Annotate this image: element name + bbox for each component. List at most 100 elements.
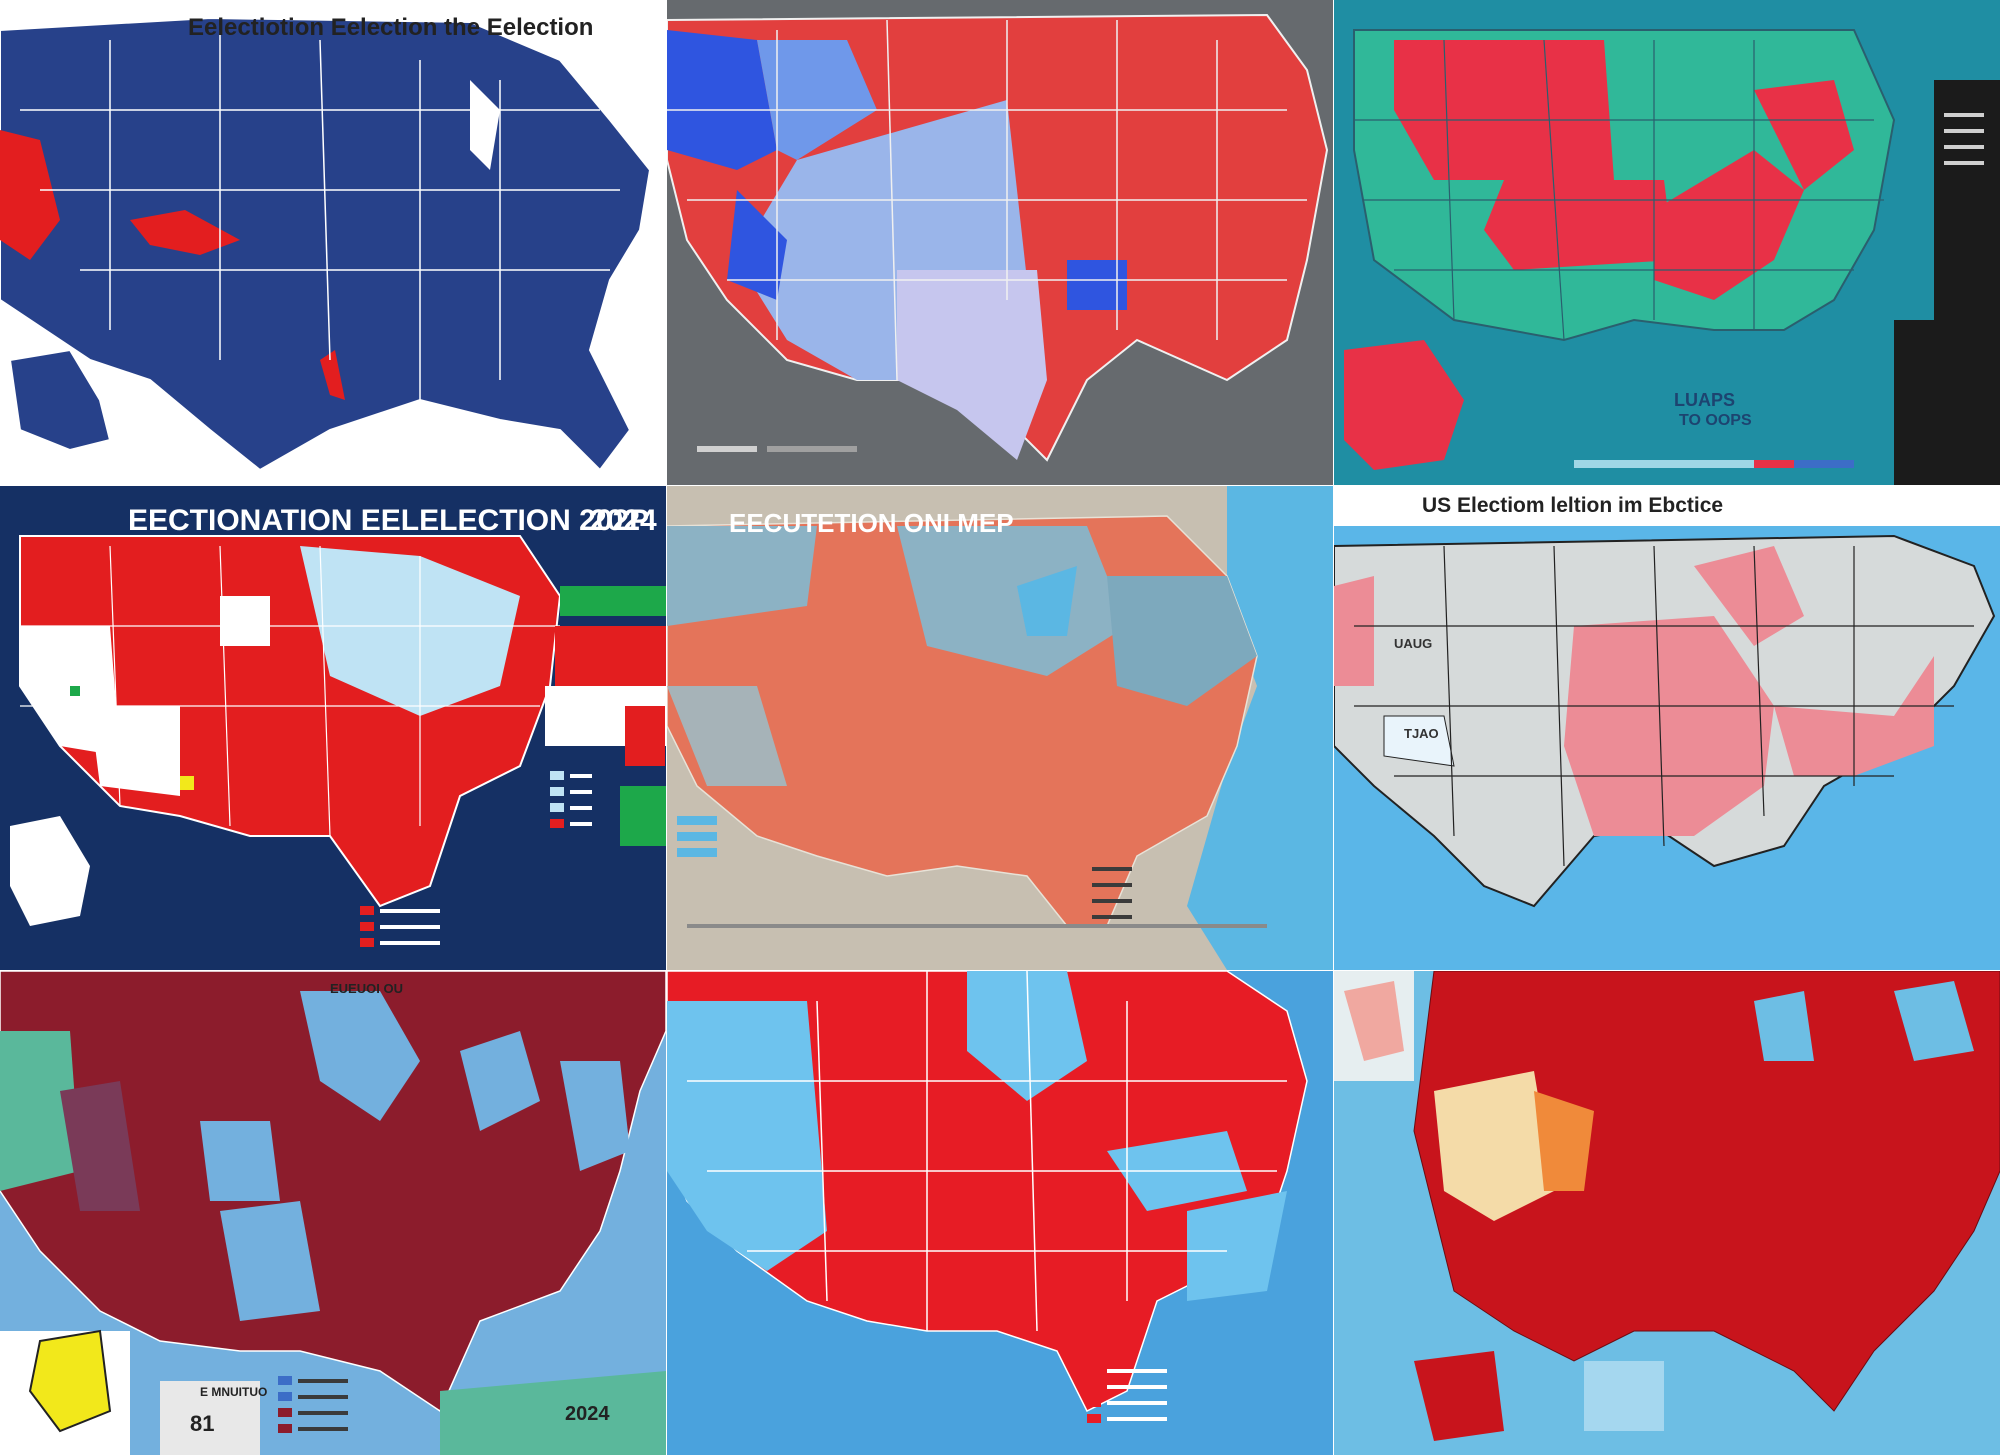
election-map-tile-2 xyxy=(667,0,1333,485)
state-red-central xyxy=(130,210,240,255)
region-pink-south xyxy=(1564,616,1774,836)
legend-rows-right xyxy=(1072,864,1132,928)
state-blue-northwest xyxy=(667,30,777,170)
region-teal-north xyxy=(897,526,1127,676)
region-purple-west xyxy=(60,1081,140,1211)
us-map-grey-pink xyxy=(1334,486,2000,908)
state-yellow xyxy=(180,776,194,790)
us-map-red-lightblue xyxy=(667,971,1308,1413)
lakes-north xyxy=(1754,991,1814,1061)
state-red-north xyxy=(1394,40,1614,180)
title-band xyxy=(1334,486,2000,526)
legend-rows xyxy=(550,771,592,835)
mainland-shape xyxy=(1413,971,2000,1412)
region-lightblue-west xyxy=(667,1001,827,1271)
side-panel-text-rows xyxy=(1944,110,1984,174)
state-blue-nevada xyxy=(727,190,787,300)
state-lavender-texas xyxy=(897,270,1047,460)
map-label-uaps: LUAPS xyxy=(1674,390,1736,410)
inset-shape xyxy=(1344,981,1404,1061)
map-title: EUEUOI OU xyxy=(330,981,403,996)
state-white-plains xyxy=(220,596,270,646)
region-blue-lakes xyxy=(460,1031,540,1131)
state-white-south xyxy=(90,706,180,796)
alaska-yellow xyxy=(28,1329,112,1433)
state-green xyxy=(70,686,80,696)
election-map-tile-3: LUAPS TO OOPS xyxy=(1334,0,2000,485)
state-borders xyxy=(20,30,620,400)
election-map-tile-6: US Electiom leltion im Ebctice UAUG TJAO xyxy=(1334,486,2000,970)
legend-footer xyxy=(697,446,857,452)
state-borders xyxy=(1354,39,1884,341)
election-map-tile-7: EUEUOI OU 81 E MNUITUO 2024 xyxy=(0,971,666,1455)
region-teal-northwest xyxy=(667,526,817,626)
election-map-tile-4: EECTIONATION EELELECTION 202P 2024 xyxy=(0,486,666,970)
inset-hawaii-frame xyxy=(1584,1361,1664,1431)
legend-rows xyxy=(1087,1366,1167,1430)
election-map-tile-1: Eelectiotion Eelection the Eelection xyxy=(0,0,666,485)
region-orange-west xyxy=(1534,1091,1594,1191)
alaska-shape xyxy=(10,816,90,926)
alaska-red xyxy=(1344,340,1464,470)
year-label: 2024 xyxy=(565,1403,610,1425)
map-title: US Electiom leltion im Ebctice xyxy=(1422,494,1724,517)
legend-green xyxy=(560,586,666,616)
region-teal-southeast xyxy=(440,1371,666,1455)
state-blue-idaho xyxy=(757,40,877,160)
region-blue-texas xyxy=(220,1201,320,1321)
side-panel xyxy=(1574,80,2000,485)
us-map-blue xyxy=(0,16,652,472)
us-map-orange-teal xyxy=(667,486,1333,970)
legend-rows xyxy=(278,1376,348,1440)
region-blue-north xyxy=(300,991,420,1121)
lake-michigan xyxy=(470,80,500,170)
state-red-west xyxy=(0,130,60,260)
region-lightblue-southeast xyxy=(1187,1191,1287,1301)
alaska-red xyxy=(1414,1351,1504,1441)
state-borders xyxy=(20,545,560,837)
legend-red-2 xyxy=(625,706,665,766)
region-teal-west xyxy=(0,1031,80,1191)
map-title: EECTIONATION EELELECTION 202P xyxy=(128,504,650,537)
state-borders xyxy=(667,19,1307,381)
region-blue-northeast xyxy=(560,1061,630,1171)
legend-rows-left xyxy=(677,816,723,864)
map-title: EECUTETION ONI MEP xyxy=(729,508,1014,538)
us-map-red-blue xyxy=(667,13,1329,462)
us-map-deep-red xyxy=(1334,971,2000,1441)
ocean-east xyxy=(1187,486,1333,970)
state-red-northeast xyxy=(1754,80,1854,190)
region-pink-michigan xyxy=(1694,546,1804,646)
us-map-teal-red xyxy=(1344,29,1896,470)
legend-red xyxy=(555,626,666,686)
state-red-plains xyxy=(1484,180,1674,270)
map-label-toop: TO OOPS xyxy=(1679,412,1752,429)
map-year: 2024 xyxy=(590,504,657,537)
region-blue-center xyxy=(200,1121,280,1201)
map-label-1: UAUG xyxy=(1394,636,1433,651)
us-map-red-white xyxy=(10,535,666,926)
state-lightblue-midwest xyxy=(300,546,520,716)
region-grey-west xyxy=(667,686,787,786)
lakes-east xyxy=(1894,981,1974,1061)
state-red-south xyxy=(320,350,345,400)
region-cream-west xyxy=(1434,1071,1554,1221)
state-borders xyxy=(687,971,1287,1332)
inset-number: 81 xyxy=(190,1411,215,1436)
state-red-south xyxy=(1654,150,1804,300)
region-light-southwest xyxy=(1383,715,1455,767)
election-map-tile-8 xyxy=(667,971,1333,1455)
map-label-2: TJAO xyxy=(1404,726,1439,741)
region-lightblue-north xyxy=(967,971,1087,1101)
election-map-tile-9 xyxy=(1334,971,2000,1455)
state-blue-oklahoma xyxy=(1067,260,1127,310)
region-pink-west xyxy=(1334,576,1374,686)
state-borders xyxy=(1354,545,1974,867)
alaska-shape xyxy=(8,348,112,452)
region-teal-northeast xyxy=(1107,576,1257,706)
legend-green-2 xyxy=(620,786,666,846)
map-title: Eelectiotion Eelection the Eelection xyxy=(188,14,594,41)
inset-caption: E MNUITUO xyxy=(200,1385,268,1399)
great-lakes xyxy=(1017,566,1077,636)
